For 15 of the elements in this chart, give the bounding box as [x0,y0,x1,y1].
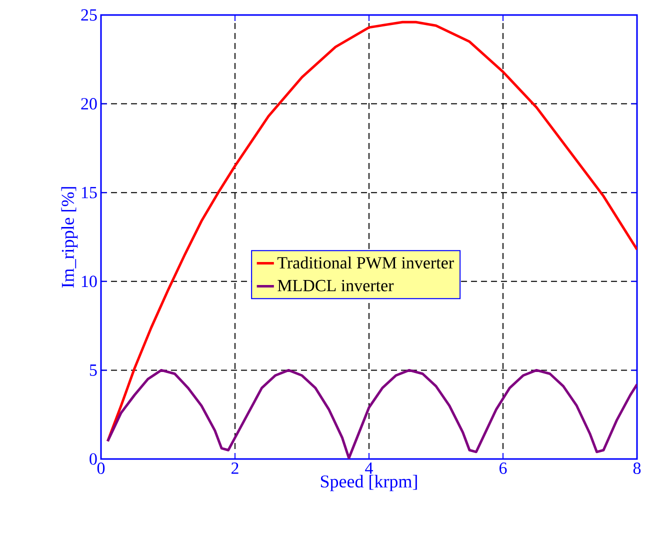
y-tick-label: 0 [90,453,97,465]
x-tick-label: 2 [232,462,238,474]
y-axis-title: Im_ripple [%] [61,187,78,288]
x-tick-label: 4 [365,462,373,474]
y-tick-label: 5 [90,364,97,376]
x-tick-label: 6 [499,462,507,474]
x-tick-label: 8 [633,462,641,474]
x-tick-label: 0 [97,462,105,474]
legend-label: MLDCL inverter [278,280,394,292]
y-tick-label: 25 [81,9,97,21]
legend-label: Traditional PWM inverter [277,256,454,269]
y-tick-label: 10 [82,276,97,288]
y-tick-label: 15 [82,186,97,198]
y-tick-label: 20 [81,98,97,110]
x-axis-title: Speed [krpm] [320,474,417,492]
